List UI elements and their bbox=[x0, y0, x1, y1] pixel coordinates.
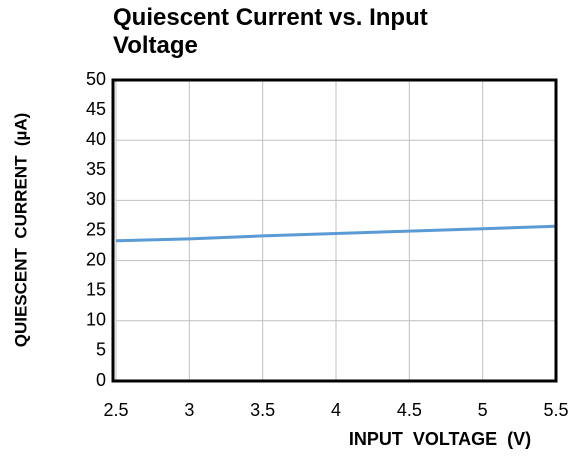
y-tick-label: 20 bbox=[86, 249, 106, 269]
y-axis-label: QUIESCENT CURRENT (µA) bbox=[11, 113, 30, 348]
chart-title: Quiescent Current vs. Input Voltage bbox=[113, 4, 428, 59]
x-tick-label: 5.5 bbox=[543, 400, 568, 420]
y-tick-label: 10 bbox=[86, 310, 106, 330]
x-tick-label: 5 bbox=[478, 400, 488, 420]
y-tick-label: 5 bbox=[96, 340, 106, 360]
y-tick-label: 50 bbox=[86, 69, 106, 89]
y-tick-label: 35 bbox=[86, 159, 106, 179]
y-tick-label: 0 bbox=[96, 370, 106, 390]
x-tick-label: 3.5 bbox=[250, 400, 275, 420]
x-tick-label: 3 bbox=[184, 400, 194, 420]
y-tick-label: 25 bbox=[86, 219, 106, 239]
y-tick-label: 30 bbox=[86, 189, 106, 209]
y-tick-label: 40 bbox=[86, 129, 106, 149]
x-tick-label: 4 bbox=[331, 400, 341, 420]
data-line bbox=[115, 224, 557, 243]
plot-border bbox=[111, 78, 558, 383]
x-tick-label: 4.5 bbox=[397, 400, 422, 420]
x-axis-label: INPUT VOLTAGE (V) bbox=[349, 429, 531, 449]
x-tick-label: 2.5 bbox=[103, 400, 128, 420]
y-tick-label: 45 bbox=[86, 99, 106, 119]
y-tick-label: 15 bbox=[86, 279, 106, 299]
